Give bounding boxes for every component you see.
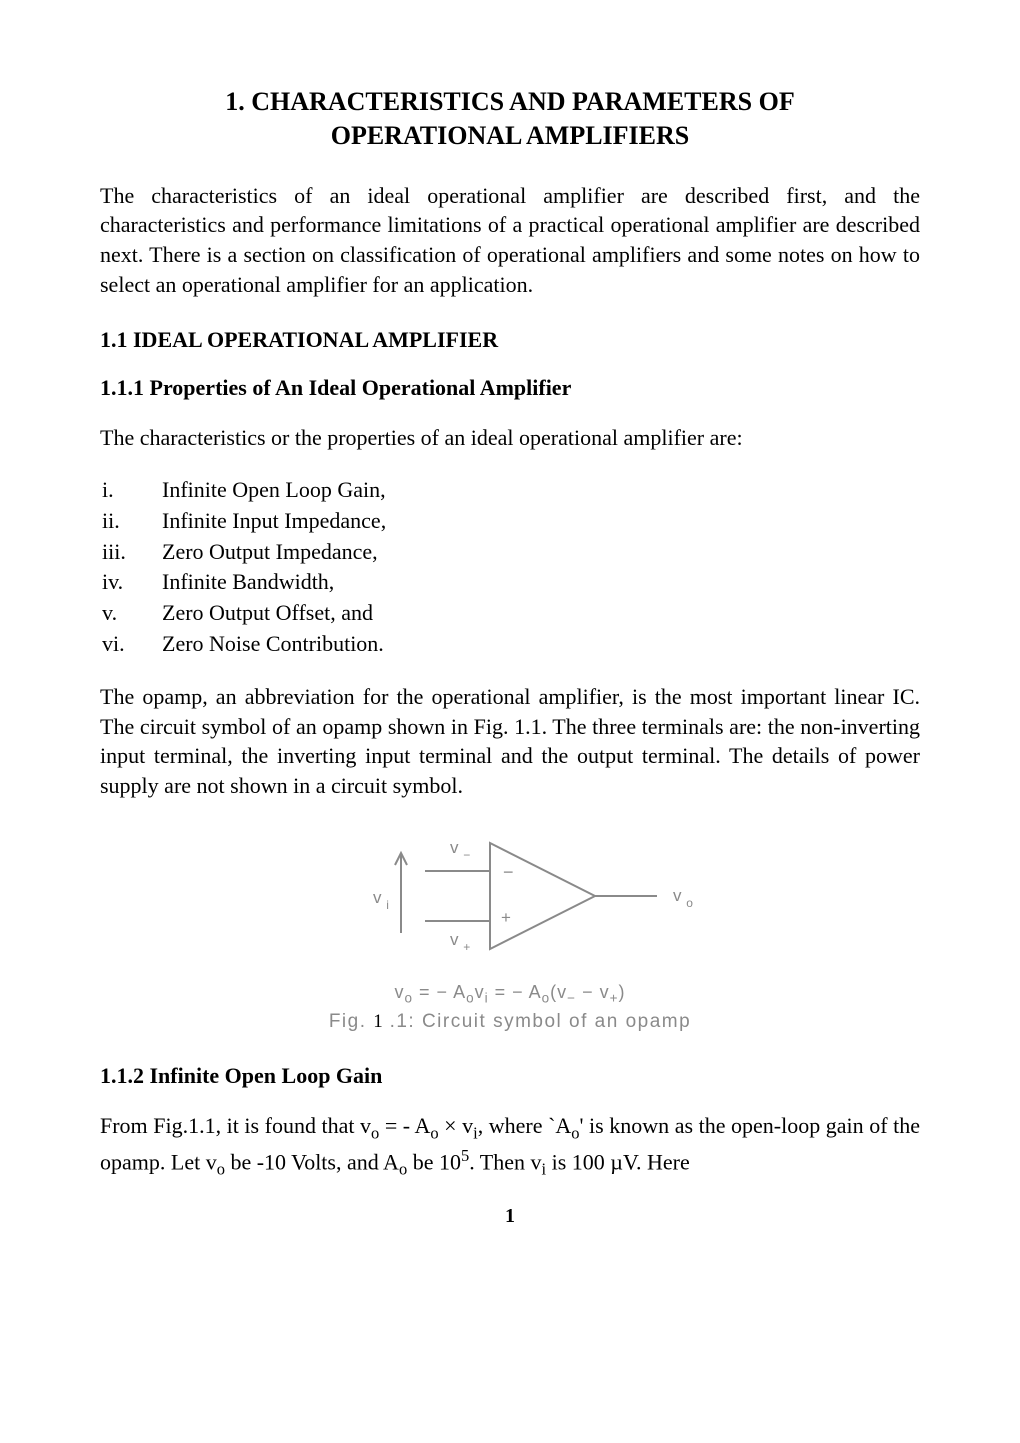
list-item: ii.Infinite Input Impedance,: [100, 506, 920, 537]
plus-sign: +: [501, 908, 511, 927]
list-item-text: Infinite Input Impedance,: [162, 506, 386, 537]
list-item-text: Zero Noise Contribution.: [162, 629, 384, 660]
properties-list: i.Infinite Open Loop Gain,ii.Infinite In…: [100, 475, 920, 660]
eq-prefix: v: [395, 982, 405, 1002]
eq-sub5: −: [567, 990, 576, 1005]
vminus-label: v: [450, 838, 459, 857]
eq-mid5: − v: [576, 982, 610, 1002]
vplus-label: v: [450, 930, 459, 949]
opamp-paragraph: The opamp, an abbreviation for the opera…: [100, 682, 920, 801]
minus-sign: −: [503, 862, 514, 882]
svg-text:v +: v +: [450, 930, 470, 954]
list-item-text: Infinite Bandwidth,: [162, 567, 334, 598]
caption-num: 1: [373, 1011, 383, 1032]
title-line-2: OPERATIONAL AMPLIFIERS: [331, 121, 690, 150]
eq-mid4: (v: [550, 982, 567, 1002]
list-item: vi.Zero Noise Contribution.: [100, 629, 920, 660]
list-item-number: v.: [100, 598, 162, 629]
list-item-number: iii.: [100, 537, 162, 568]
list-item: iii.Zero Output Impedance,: [100, 537, 920, 568]
eq-sub4: o: [542, 990, 551, 1005]
list-item: v.Zero Output Offset, and: [100, 598, 920, 629]
caption-pre: Fig.: [329, 1011, 367, 1032]
list-item-text: Zero Output Impedance,: [162, 537, 378, 568]
eq-sub1: o: [405, 990, 414, 1005]
list-item-text: Zero Output Offset, and: [162, 598, 373, 629]
vminus-sub: −: [463, 848, 470, 862]
section-1-1-1-heading: 1.1.1 Properties of An Ideal Operational…: [100, 375, 920, 401]
vo-sub: o: [686, 896, 693, 910]
intro-paragraph: The characteristics of an ideal operatio…: [100, 181, 920, 300]
opamp-circuit-diagram: v i v − v + − + v o: [295, 823, 725, 973]
svg-text:v i: v i: [373, 888, 389, 912]
figure-equation: vo = − Aovi = − Ao(v− − v+): [100, 982, 920, 1006]
svg-text:v −: v −: [450, 838, 470, 862]
section-1-1-heading: 1.1 IDEAL OPERATIONAL AMPLIFIER: [100, 327, 920, 353]
caption-post: .1: Circuit symbol of an opamp: [390, 1011, 692, 1032]
eq-sub2: o: [466, 990, 475, 1005]
svg-text:v o: v o: [673, 886, 693, 910]
list-item-number: i.: [100, 475, 162, 506]
page-title: 1. CHARACTERISTICS AND PARAMETERS OF OPE…: [100, 85, 920, 153]
list-item: iv.Infinite Bandwidth,: [100, 567, 920, 598]
title-line-1: 1. CHARACTERISTICS AND PARAMETERS OF: [225, 87, 794, 116]
vo-label: v: [673, 886, 682, 905]
properties-lead: The characteristics or the properties of…: [100, 423, 920, 453]
vi-sub: i: [386, 898, 389, 912]
figure-1-1: v i v − v + − + v o vo = − Aovi = − Ao(v: [100, 823, 920, 1034]
page-number: 1: [100, 1205, 920, 1228]
list-item: i.Infinite Open Loop Gain,: [100, 475, 920, 506]
section-1-1-2-heading: 1.1.2 Infinite Open Loop Gain: [100, 1063, 920, 1089]
eq-mid3: = − A: [489, 982, 542, 1002]
final-paragraph: From Fig.1.1, it is found that vo = - Ao…: [100, 1111, 920, 1181]
eq-mid2: v: [475, 982, 485, 1002]
list-item-number: iv.: [100, 567, 162, 598]
eq-tail: ): [618, 982, 625, 1002]
eq-mid1: = − A: [413, 982, 466, 1002]
vplus-sub: +: [463, 940, 470, 954]
list-item-number: ii.: [100, 506, 162, 537]
list-item-text: Infinite Open Loop Gain,: [162, 475, 386, 506]
figure-caption: Fig. 1 .1: Circuit symbol of an opamp: [100, 1011, 920, 1033]
list-item-number: vi.: [100, 629, 162, 660]
vi-label: v: [373, 888, 382, 907]
